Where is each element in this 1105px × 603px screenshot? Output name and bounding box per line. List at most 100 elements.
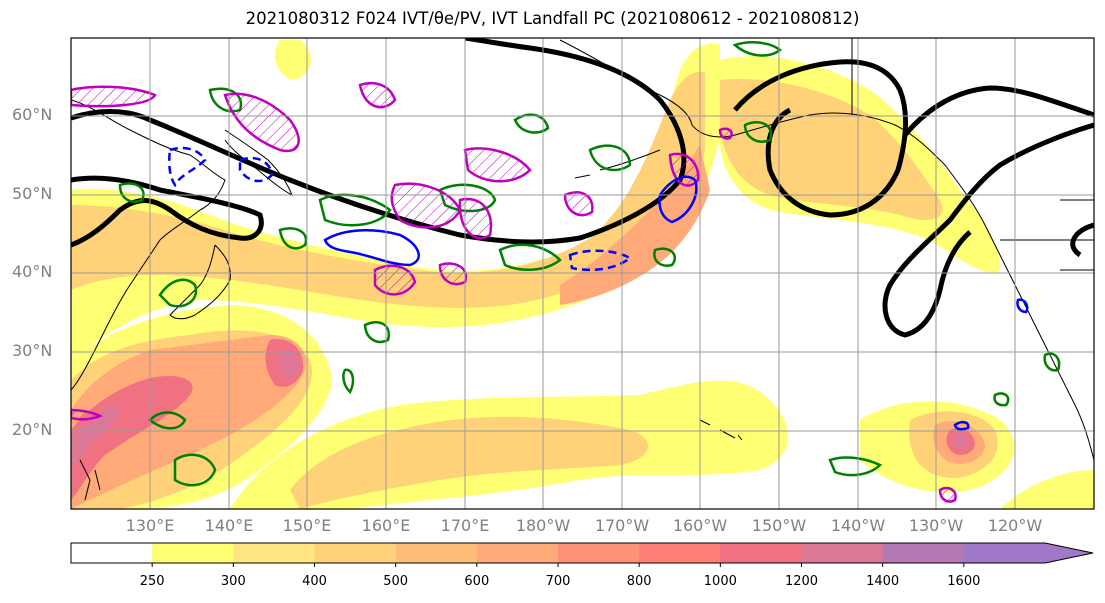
lon-tick-label: 120°W [987,516,1043,535]
lat-tick-label: 30°N [12,341,53,360]
pv-contour [718,127,733,140]
pc-contour-se [1070,222,1094,258]
pv-neg-contour [323,229,420,267]
ivt-band-1000 [71,375,193,500]
colorbar-label: 1600 [947,574,981,589]
colorbar-segment [558,543,640,563]
colorbar [70,542,1094,567]
lat-tick-label: 20°N [12,420,53,439]
lon-tick-label: 150°W [751,516,807,535]
colorbar-label: 800 [626,574,652,589]
pv-neg-contour-dashed [167,146,207,188]
colorbar-segment [314,543,397,563]
pv-neg-contour [953,420,970,431]
colorbar-segment [639,543,721,563]
theta-e-contour [278,227,308,250]
japan-coast [169,244,231,320]
map-title: 2021080312 F024 IVT/θe/PV, IVT Landfall … [245,9,860,28]
gridlines [71,38,1094,509]
lon-tick-label: 160°W [672,516,728,535]
ivt-band-1400 [71,405,120,470]
lon-tick-label: 160°E [361,516,411,535]
theta-e-contour [743,121,773,143]
colorbar-segment [720,543,802,563]
pv-contour [358,81,397,109]
colorbar-segment [476,543,559,563]
colorbar-label: 600 [464,574,490,589]
lat-tick-label: 50°N [12,184,53,203]
pc-contour-north [71,38,687,245]
theta-e-contour [653,247,677,267]
pv-neg-contour-dashed [568,249,633,272]
theta-e-contour [1043,352,1061,372]
colorbar-label: 1200 [784,574,819,589]
lon-tick-label: 130°E [125,516,175,535]
colorbar-label: 700 [545,574,571,589]
colorbar-label: 400 [302,574,327,589]
lon-tick-label: 130°W [908,516,964,535]
canada-border [851,38,1094,271]
lon-tick-label: 170°E [440,516,490,535]
pv-contour [563,191,594,217]
philippines [79,459,101,501]
colorbar-segment [963,543,1093,563]
theta-e-contour [342,368,355,395]
pv-contour [71,408,104,421]
colorbar-label: 1000 [703,574,737,589]
pc-contour-east [903,85,1094,137]
colorbar-segment [395,543,478,563]
lon-tick-label: 150°E [282,516,332,535]
alaska-coast [559,39,1094,461]
lat-tick-label: 60°N [12,105,53,124]
lon-tick-label: 170°W [594,516,650,535]
theta-e-contour [148,411,187,430]
theta-e-contour [498,243,562,271]
ivt-band-1400-mid [279,349,300,377]
lon-tick-label: 140°E [204,516,254,535]
theta-e-contour [363,321,391,344]
pv-negative-contours [167,146,1029,431]
colorbar-label: 300 [220,574,246,589]
pv-neg-contour [1016,298,1029,314]
pv-neg-contour-dashed [238,156,274,183]
theta-e-contour [173,453,217,487]
ivt-band-1400-east [954,434,969,450]
theta-e-contour [828,456,883,477]
pv-contour [938,486,957,503]
colorbar-segment [882,543,965,563]
colorbar-segment [801,543,884,563]
colorbar-segment [233,543,315,563]
lon-tick-label: 180°W [515,516,571,535]
pc-contour-coast [882,122,1094,338]
colorbar-label: 250 [139,574,165,589]
ivt-band-700-north [560,145,710,305]
pv-contour [390,182,462,229]
pv-contour [458,197,493,240]
ivt-band-700 [71,335,306,509]
colorbar-outline [70,542,1094,564]
colorbar-label: 1400 [866,574,900,589]
ivt-band-arctic-250 [274,40,311,80]
asia-coast [71,99,226,391]
ivt-band-tropic-400 [290,416,649,509]
theta-e-contour [158,278,198,308]
lat-tick-label: 40°N [12,262,53,281]
lon-tick-label: 140°W [830,516,886,535]
pc-contour-gulf [733,59,909,218]
pv-contour [463,147,532,183]
pc-contour-asia [71,175,264,248]
pv-neg-contour [658,175,698,224]
theta-e-contour [513,113,550,134]
pc-contours [71,38,1094,338]
theta-e-contour [588,144,632,172]
pv-contour [71,85,157,108]
theta-e-contour [732,41,783,57]
theta-e-contour [993,392,1010,407]
colorbar-segment [71,543,153,563]
pv-contour [223,92,300,153]
ivt-band-se-250 [1000,470,1094,509]
colorbar-label: 500 [383,574,409,589]
map-frame [70,37,1095,510]
colorbar-segment [152,543,234,563]
